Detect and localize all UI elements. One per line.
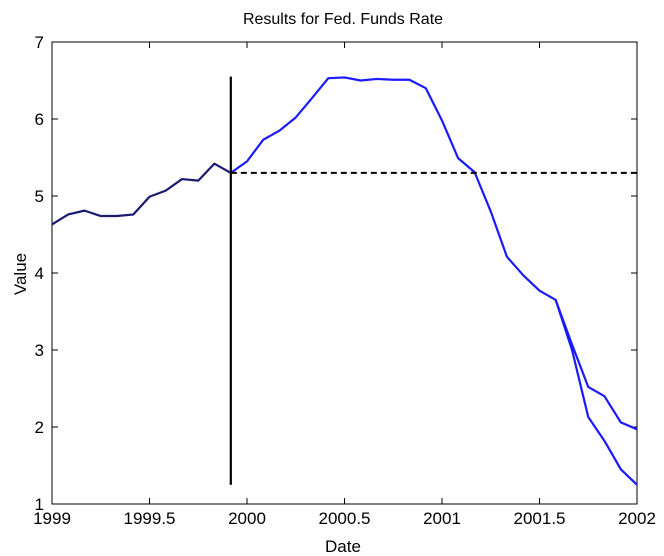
series-line-3	[554, 299, 638, 486]
x-tick-label: 2000	[228, 509, 266, 528]
series-line-1	[51, 162, 232, 226]
series-line-2	[230, 76, 638, 431]
y-tick-label: 4	[35, 264, 44, 283]
x-tick-label: 2000.5	[319, 509, 371, 528]
y-tick-label: 5	[35, 187, 44, 206]
y-tick-label: 6	[35, 110, 44, 129]
y-tick-label: 1	[35, 495, 44, 514]
y-tick-label: 2	[35, 418, 44, 437]
y-tick-label: 7	[35, 33, 44, 52]
y-tick-label: 3	[35, 341, 44, 360]
x-axis-title: Date	[325, 537, 361, 556]
y-axis-title: Value	[11, 253, 30, 295]
reference-lines	[229, 76, 637, 485]
x-axis: 1999 1999.5 2000 2000.5 2001 2001.5 2002	[33, 42, 656, 528]
x-tick-label: 1999	[33, 509, 71, 528]
chart-title: Results for Fed. Funds Rate	[243, 11, 443, 28]
series-layer	[51, 76, 638, 486]
x-tick-label: 1999.5	[124, 509, 176, 528]
x-tick-label: 2001.5	[514, 509, 566, 528]
y-axis: 1 2 3 4 5 6 7	[35, 33, 637, 514]
x-tick-label: 2001	[423, 509, 461, 528]
plot-area	[51, 41, 638, 505]
x-tick-label: 2002	[618, 509, 656, 528]
